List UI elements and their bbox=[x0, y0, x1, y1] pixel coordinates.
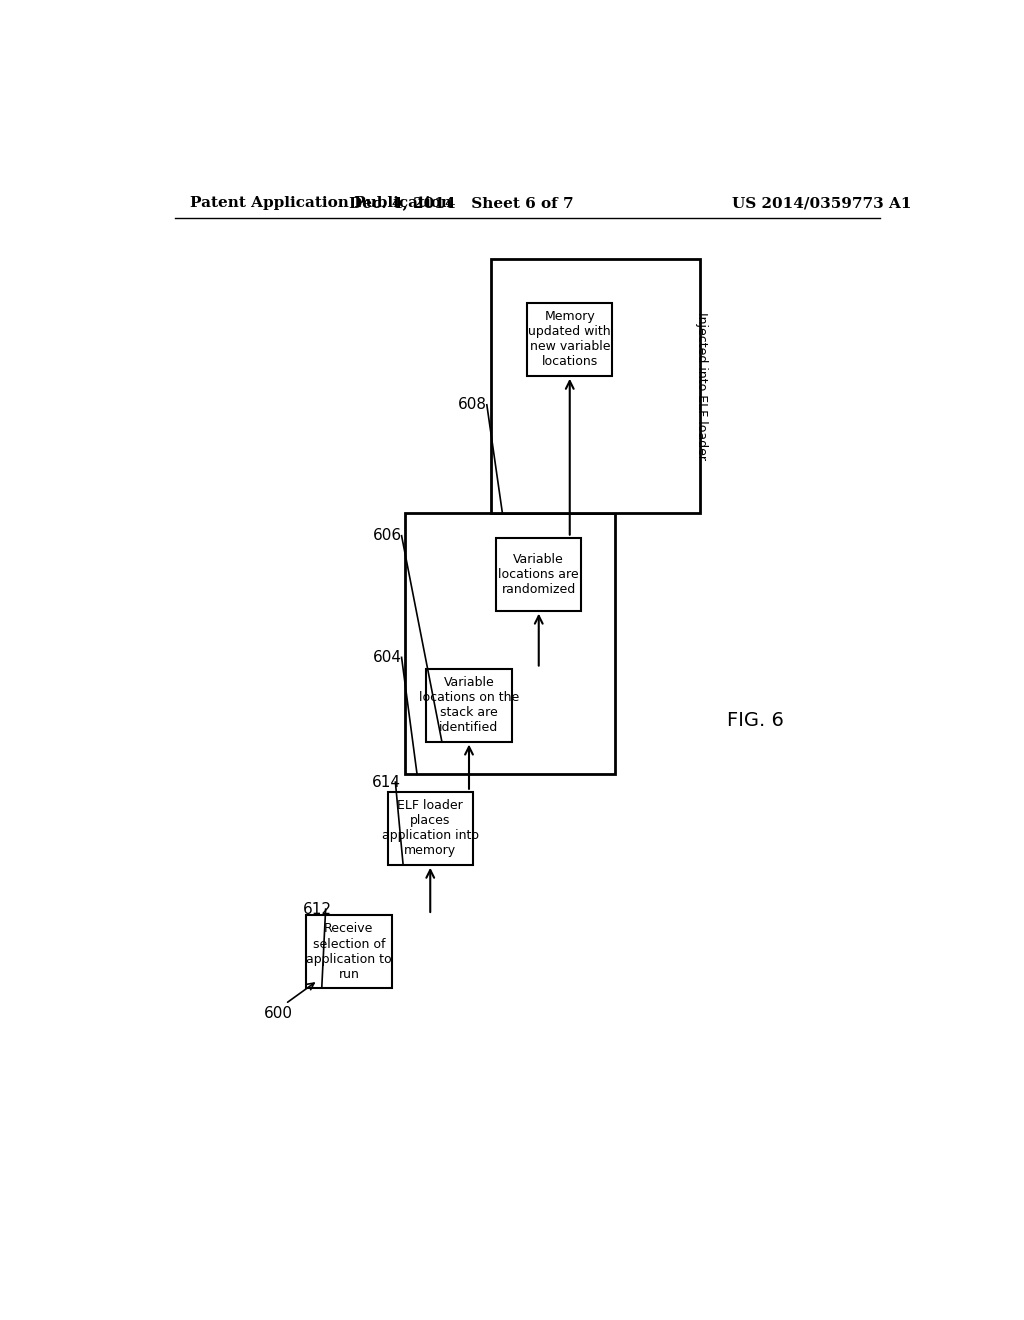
Bar bbox=[306, 915, 391, 989]
Text: 608: 608 bbox=[458, 397, 486, 412]
Text: Variable
locations are
randomized: Variable locations are randomized bbox=[499, 553, 579, 595]
Text: 612: 612 bbox=[302, 902, 332, 916]
Text: US 2014/0359773 A1: US 2014/0359773 A1 bbox=[732, 197, 912, 210]
Bar bbox=[527, 302, 612, 376]
Text: Variable
locations on the
stack are
identified: Variable locations on the stack are iden… bbox=[419, 676, 519, 734]
Text: Injected into ELF loader: Injected into ELF loader bbox=[695, 312, 708, 459]
Text: Dec. 4, 2014   Sheet 6 of 7: Dec. 4, 2014 Sheet 6 of 7 bbox=[349, 197, 573, 210]
Text: Receive
selection of
application to
run: Receive selection of application to run bbox=[306, 923, 392, 981]
Text: 600: 600 bbox=[263, 1006, 293, 1020]
Text: Memory
updated with
new variable
locations: Memory updated with new variable locatio… bbox=[528, 310, 611, 368]
Bar bbox=[406, 512, 614, 775]
Text: FIG. 6: FIG. 6 bbox=[727, 711, 784, 730]
Text: 606: 606 bbox=[373, 528, 401, 544]
Text: ELF loader
places
application into
memory: ELF loader places application into memor… bbox=[382, 800, 479, 857]
Bar bbox=[388, 792, 473, 865]
Bar bbox=[490, 259, 700, 512]
Text: 604: 604 bbox=[373, 649, 401, 665]
Bar bbox=[496, 537, 582, 611]
Text: 614: 614 bbox=[372, 775, 401, 789]
Bar bbox=[426, 668, 512, 742]
Text: Patent Application Publication: Patent Application Publication bbox=[190, 197, 452, 210]
